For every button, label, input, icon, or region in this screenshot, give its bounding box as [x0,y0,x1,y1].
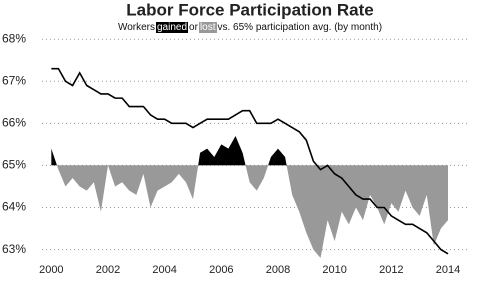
y-tick-label: 63% [2,242,26,256]
x-tick-label: 2008 [266,264,290,276]
chart-title: Labor Force Participation Rate [126,0,374,19]
y-tick-label: 65% [2,158,26,172]
area-gained [51,135,287,166]
subtitle-lost: lost [198,22,217,33]
subtitle-text: vs. 65% participation avg. (by month) [217,22,383,33]
x-tick-label: 2000 [39,264,63,276]
y-tick-label: 66% [2,116,26,130]
x-tick-label: 2006 [209,264,233,276]
subtitle: Workers gained or lost vs. 65% participation… [0,21,500,34]
y-tick-label: 67% [2,73,26,87]
x-tick-label: 2010 [322,264,346,276]
subtitle-text: or [189,22,198,33]
y-tick-label: 68% [2,31,26,45]
x-tick-label: 2002 [96,264,120,276]
area-lost [51,165,448,258]
x-tick-label: 2012 [379,264,403,276]
y-tick-label: 64% [2,200,26,214]
x-tick-label: 2004 [152,264,176,276]
subtitle-text: Workers [117,22,155,33]
subtitle-gained: gained [156,22,189,33]
line [51,67,449,255]
x-tick-label: 2014 [436,264,460,276]
